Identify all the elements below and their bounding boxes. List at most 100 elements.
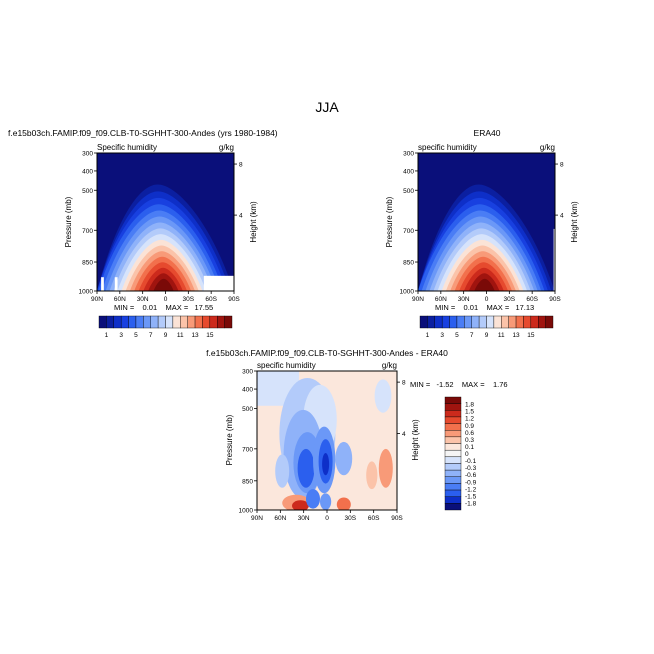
y-tick-label: 1000 <box>400 289 415 296</box>
colorbar-label: 5 <box>455 332 459 339</box>
colorbar-swatch <box>444 476 462 484</box>
panel-era40-title: ERA40 <box>474 128 501 138</box>
x-tick-label: 90N <box>412 296 424 303</box>
colorbar-swatch <box>180 315 188 329</box>
difference-contour <box>335 441 353 476</box>
y-tick-label: 1000 <box>239 508 254 515</box>
colorbar-swatch <box>464 315 472 329</box>
difference-contour <box>366 461 378 490</box>
x-tick-label: 30S <box>504 296 516 303</box>
colorbar-swatch <box>106 315 114 329</box>
x-tick-label: 0 <box>325 515 329 522</box>
y-tick-label: 300 <box>242 369 253 376</box>
y-tick-label: 400 <box>242 387 253 394</box>
panel-difference-ylabel: Pressure (mb) <box>225 414 234 465</box>
x-tick-label: 90N <box>91 296 103 303</box>
colorbar-swatch <box>456 315 465 329</box>
colorbar-label: 9 <box>485 332 489 339</box>
colorbar-swatch <box>172 315 181 329</box>
difference-contour <box>320 493 332 510</box>
y-tick-label: 400 <box>403 168 414 175</box>
colorbar-swatch <box>486 315 495 329</box>
colorbar-label: -1.2 <box>465 486 477 493</box>
colorbar-label: -0.9 <box>465 479 477 486</box>
colorbar-label: 3 <box>119 332 123 339</box>
contour-level <box>474 278 495 291</box>
difference-contour <box>374 379 392 413</box>
colorbar-label: 0.3 <box>465 437 474 444</box>
colorbar-label: 13 <box>191 332 199 339</box>
x-tick-label: 60S <box>205 296 217 303</box>
colorbar-swatch <box>194 315 203 329</box>
y2-tick-label: 8 <box>560 162 564 169</box>
colorbar-label: -0.1 <box>465 458 477 465</box>
colorbar-label: 15 <box>206 332 214 339</box>
x-tick-label: 90N <box>251 515 263 522</box>
x-tick-label: 60N <box>435 296 447 303</box>
missing-data-mask <box>203 275 234 291</box>
difference-contour <box>378 448 393 488</box>
colorbar-swatch <box>444 403 462 411</box>
y-tick-label: 1000 <box>79 289 94 296</box>
panel-difference-field <box>257 371 397 510</box>
colorbar-label: -1.8 <box>465 500 477 507</box>
colorbar-swatch <box>165 315 174 329</box>
colorbar-swatch <box>441 315 450 329</box>
colorbar-label: 7 <box>149 332 153 339</box>
x-tick-label: 30S <box>345 515 357 522</box>
colorbar-swatch <box>434 315 443 329</box>
colorbar-swatch <box>113 315 122 329</box>
colorbar-label: 1.2 <box>465 416 474 423</box>
colorbar-swatch <box>493 315 502 329</box>
x-tick-label: 60S <box>526 296 538 303</box>
colorbar-swatch <box>444 503 462 511</box>
colorbar-swatch <box>444 396 462 404</box>
colorbar-label: 0.9 <box>465 423 474 430</box>
difference-contour <box>322 453 330 476</box>
colorbar-label: 9 <box>164 332 168 339</box>
colorbar-label: 0.1 <box>465 444 474 451</box>
colorbar-label: 1.8 <box>465 402 474 409</box>
panel-era40-y2label: Height (km) <box>570 201 579 243</box>
panel-era40-colorbar: 1 3 5 7 9 11 13 15 <box>419 315 554 339</box>
colorbar-label: -1.5 <box>465 493 477 500</box>
difference-contour <box>297 448 315 488</box>
colorbar-swatch <box>444 489 462 497</box>
figure-title: JJA <box>315 99 339 115</box>
panel-difference-subtitle-right: g/kg <box>382 361 397 370</box>
x-tick-label: 0 <box>485 296 489 303</box>
panel-model-stats: MIN = 0.01 MAX = 17.55 <box>114 303 213 312</box>
y-tick-label: 700 <box>403 228 414 235</box>
y-tick-label: 300 <box>403 151 414 158</box>
y2-tick-label: 4 <box>239 213 243 220</box>
y-tick-label: 300 <box>82 151 93 158</box>
colorbar-swatch <box>444 456 462 464</box>
colorbar-swatch <box>217 315 225 329</box>
colorbar-swatch <box>515 315 524 329</box>
colorbar-label: 11 <box>498 332 505 339</box>
panel-model-subtitle-left: Specific humidity <box>97 143 157 152</box>
y-tick-label: 500 <box>242 406 253 413</box>
panel-era40-field <box>418 153 555 291</box>
colorbar-swatch <box>478 315 487 329</box>
missing-data-mask <box>114 277 118 291</box>
panel-difference-y2label: Height (km) <box>411 419 420 461</box>
x-tick-label: 90S <box>228 296 240 303</box>
panel-model-field <box>97 153 234 291</box>
difference-contour <box>306 489 320 509</box>
colorbar-swatch <box>224 315 233 329</box>
colorbar-swatch <box>545 315 554 329</box>
panel-model-colorbar: 1 3 5 7 9 11 13 15 <box>98 315 233 339</box>
colorbar-label: 15 <box>527 332 535 339</box>
colorbar-swatch <box>471 315 480 329</box>
colorbar-swatch <box>449 315 458 329</box>
panel-era40-ylabel: Pressure (mb) <box>385 196 394 247</box>
colorbar-swatch <box>444 443 462 451</box>
y-tick-label: 500 <box>82 188 93 195</box>
colorbar-swatch <box>143 315 151 329</box>
y-tick-label: 850 <box>403 260 414 267</box>
panel-difference-colorbar: 1.81.51.20.90.60.30.10-0.1-0.3-0.6-0.9-1… <box>444 396 477 511</box>
colorbar-label: 3 <box>440 332 444 339</box>
panel-difference: f.e15b03ch.FAMIP.f09_f09.CLB-T0-SGHHT-30… <box>206 348 507 522</box>
